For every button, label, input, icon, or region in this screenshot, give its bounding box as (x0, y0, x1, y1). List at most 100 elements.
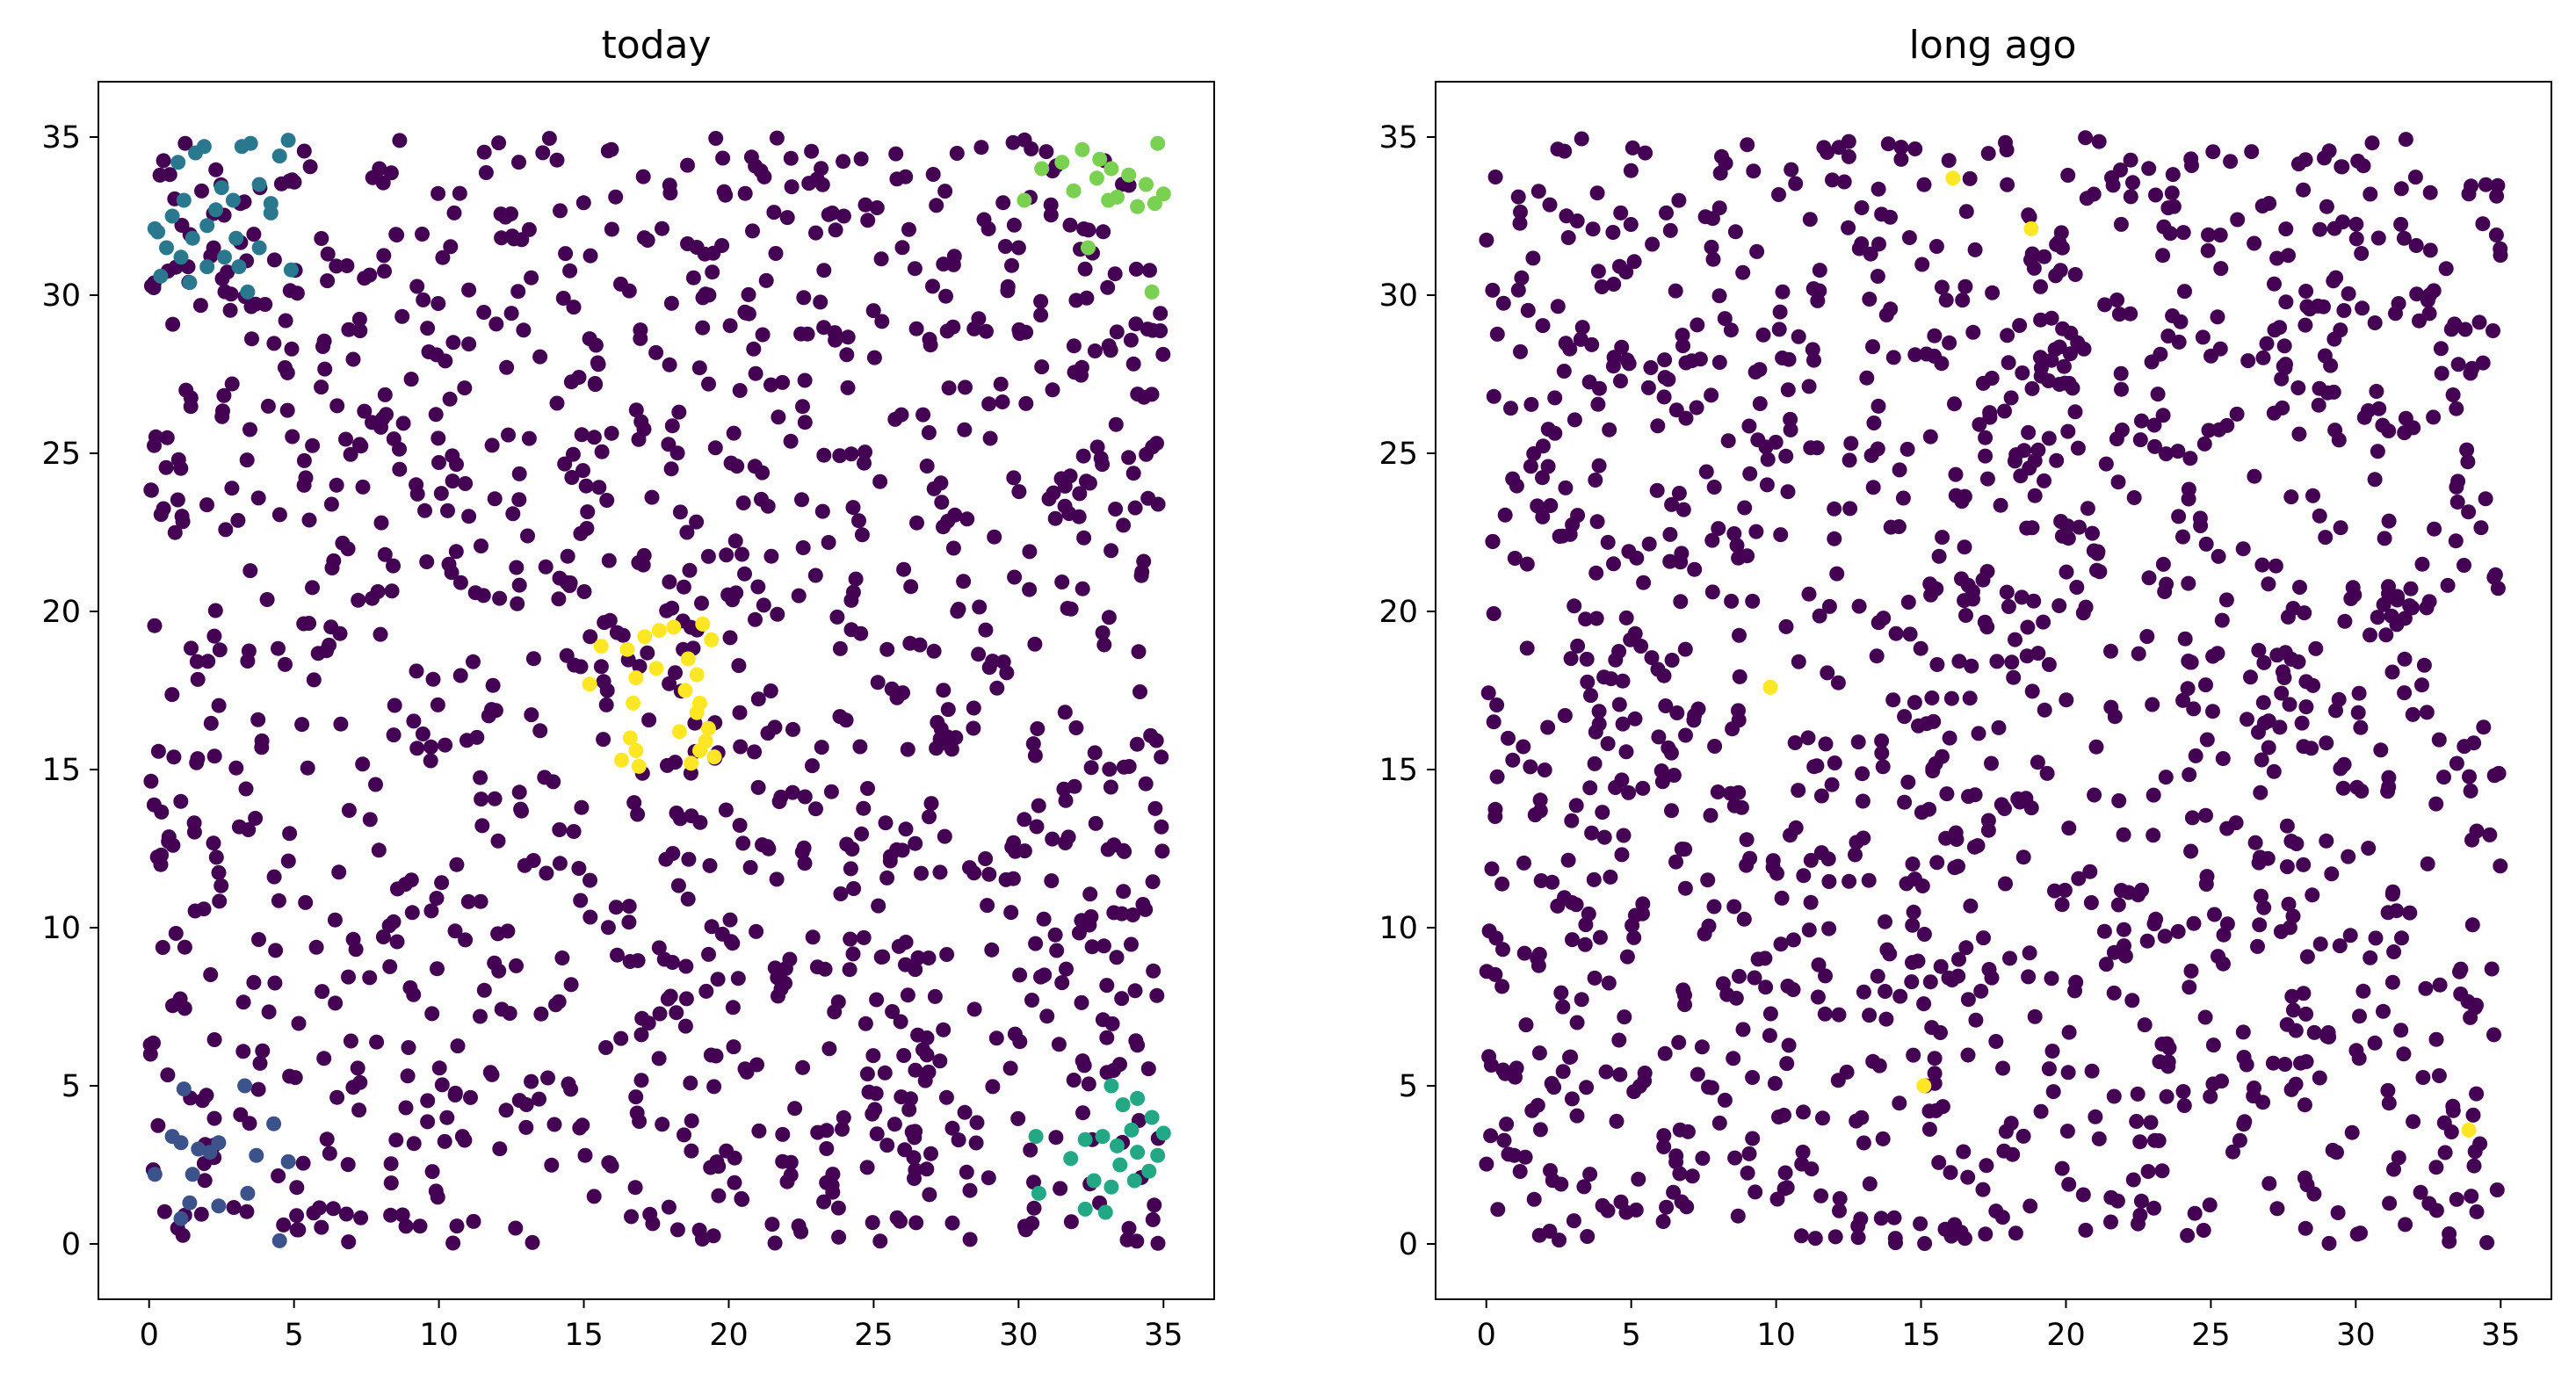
cluster-point (631, 758, 647, 774)
data-point (819, 1123, 835, 1139)
data-point (852, 739, 868, 755)
data-point (870, 675, 886, 690)
data-point (1925, 761, 1941, 777)
data-point (604, 221, 619, 237)
data-point (1870, 269, 1885, 284)
data-point (2363, 627, 2377, 643)
data-point (596, 674, 611, 690)
data-point (208, 849, 224, 865)
data-point (1780, 382, 1796, 398)
data-point (651, 1051, 667, 1066)
cluster-point (1141, 1163, 1157, 1179)
data-point (2070, 440, 2086, 456)
data-point (808, 225, 823, 241)
data-point (2111, 793, 2127, 808)
data-point (2159, 1088, 2174, 1104)
data-point (825, 1184, 841, 1200)
data-point (1595, 805, 1610, 821)
data-point (1006, 217, 1022, 233)
data-point (296, 452, 312, 468)
data-point (2445, 387, 2461, 402)
data-point (939, 323, 955, 339)
data-point (1031, 798, 1046, 813)
data-point (2431, 732, 2447, 748)
data-point (2478, 177, 2493, 192)
data-point (1153, 306, 1169, 322)
data-point (1825, 172, 1840, 188)
data-point (805, 758, 820, 774)
data-point (1084, 939, 1100, 955)
data-point (1088, 815, 1103, 831)
data-point (784, 179, 800, 195)
data-point (1663, 745, 1679, 761)
data-point (1680, 1124, 1696, 1139)
data-point (2160, 329, 2176, 343)
data-point (2157, 929, 2173, 944)
data-point (341, 322, 357, 337)
cluster-point (1126, 1173, 1142, 1189)
data-point (722, 912, 738, 928)
data-point (2370, 610, 2385, 625)
data-point (379, 407, 394, 423)
data-point (2145, 828, 2161, 843)
data-point (925, 167, 941, 182)
data-point (1723, 322, 1739, 338)
data-point (420, 321, 436, 336)
data-point (1711, 1115, 1727, 1131)
data-point (1077, 261, 1093, 277)
data-point (755, 327, 771, 343)
data-point (1774, 890, 1790, 906)
data-point (1979, 619, 1995, 635)
data-point (1910, 953, 1926, 969)
data-point (2243, 669, 2258, 685)
data-point (644, 489, 660, 505)
data-point (908, 962, 923, 978)
data-point (460, 893, 476, 909)
data-point (2061, 1176, 2077, 1192)
data-point (1801, 586, 1817, 602)
data-point (680, 891, 696, 907)
data-point (827, 325, 843, 341)
data-point (241, 643, 257, 659)
data-point (1922, 974, 1938, 990)
data-point (474, 818, 490, 834)
data-point (2113, 365, 2129, 381)
data-point (2381, 579, 2396, 595)
data-point (919, 1047, 935, 1063)
data-point (2180, 1227, 2196, 1243)
data-point (1546, 1080, 1562, 1095)
data-point (670, 878, 686, 893)
data-point (403, 372, 419, 387)
data-point (917, 1073, 933, 1088)
data-point (306, 672, 322, 688)
data-point (1072, 486, 1088, 502)
data-point (1127, 500, 1143, 516)
data-point (2413, 1184, 2428, 1200)
data-point (586, 430, 602, 445)
data-point (1928, 239, 1944, 254)
data-point (1800, 730, 1816, 746)
data-point (1911, 718, 1926, 734)
data-point (2071, 871, 2087, 886)
data-point (369, 1034, 385, 1050)
data-point (828, 222, 843, 238)
data-point (2183, 963, 2199, 979)
data-point (929, 198, 944, 213)
data-point (760, 498, 776, 514)
cluster-point (228, 230, 244, 246)
data-point (2197, 1009, 2213, 1025)
data-point (882, 853, 898, 869)
data-point (1028, 936, 1044, 951)
data-point (898, 169, 914, 184)
data-point (409, 741, 425, 756)
data-point (1099, 978, 1115, 994)
data-point (2282, 697, 2297, 712)
data-point (1870, 968, 1885, 984)
data-point (908, 1215, 924, 1231)
data-point (2461, 504, 2477, 520)
data-point (2449, 1191, 2464, 1207)
data-point (1913, 1216, 1928, 1232)
data-point (662, 574, 677, 589)
cluster-point (1077, 1201, 1093, 1217)
data-point (655, 1117, 670, 1132)
